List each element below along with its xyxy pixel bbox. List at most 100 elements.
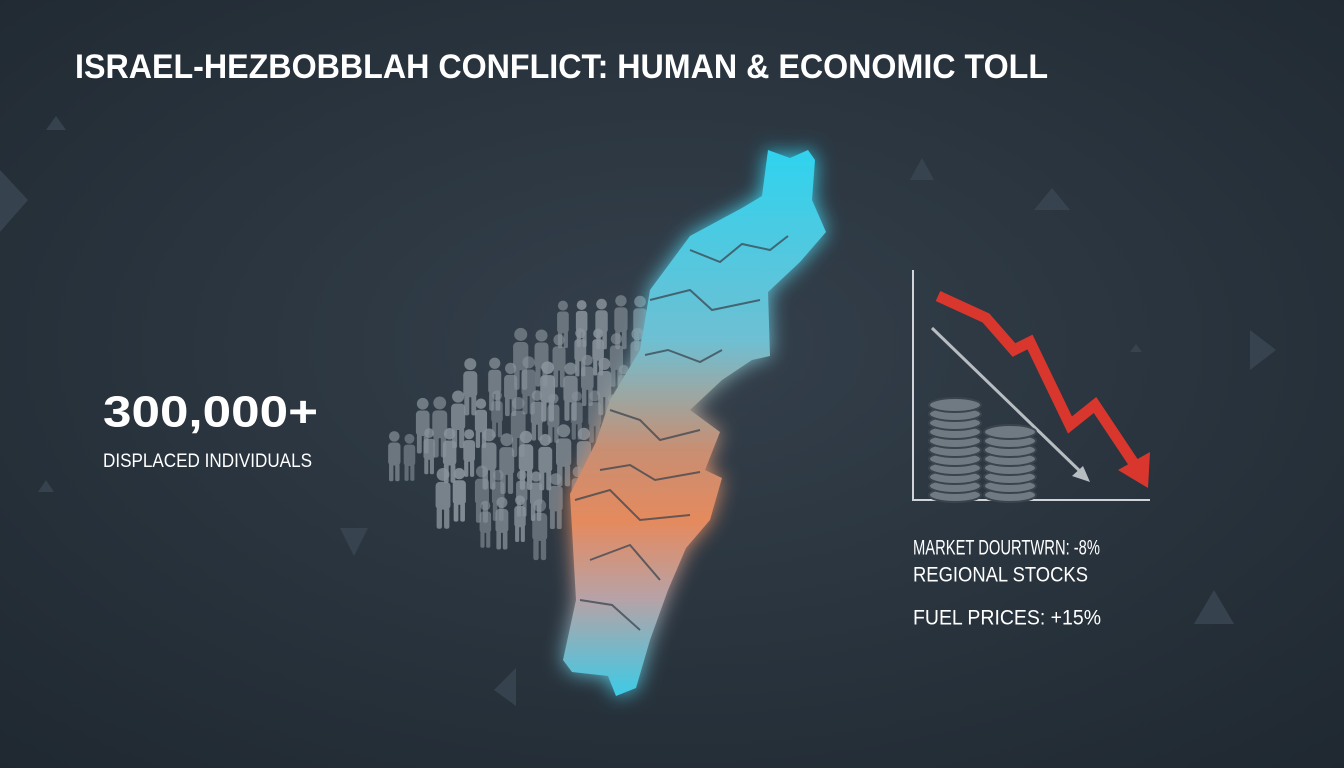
person-leg — [515, 525, 520, 543]
person-body — [574, 339, 587, 362]
person-body — [474, 478, 489, 505]
person-body — [514, 506, 526, 528]
map-region — [563, 150, 826, 696]
person — [552, 334, 566, 388]
person-head — [577, 427, 591, 441]
person-leg — [416, 433, 422, 454]
person-body — [510, 410, 526, 439]
person-leg — [621, 330, 627, 350]
person-head — [530, 471, 542, 482]
coin — [928, 397, 982, 413]
person-head — [433, 396, 447, 410]
person-head — [482, 428, 496, 442]
person-body — [575, 310, 588, 333]
person-body — [442, 440, 457, 466]
person — [463, 429, 476, 477]
person-head — [489, 357, 501, 369]
person-leg — [389, 463, 394, 482]
person-body — [532, 513, 548, 541]
person-head — [389, 431, 400, 442]
person-leg — [429, 458, 434, 475]
person-body — [592, 339, 604, 361]
person — [588, 390, 602, 443]
person-head — [522, 356, 535, 369]
person-head — [589, 390, 601, 402]
person-head — [549, 473, 562, 485]
person-head — [500, 433, 514, 447]
person-head — [452, 390, 465, 403]
market-line: MARKET DOURTWRN: -8% — [913, 537, 1100, 560]
person-head — [634, 295, 646, 308]
person-leg — [581, 388, 587, 406]
person-leg — [564, 464, 571, 487]
person-head — [541, 361, 554, 375]
person-body — [595, 310, 608, 334]
person-head — [593, 328, 604, 339]
person-leg — [531, 422, 537, 441]
person-body — [518, 444, 534, 472]
person-leg — [480, 531, 485, 548]
person — [388, 431, 401, 482]
person — [592, 328, 604, 376]
person-head — [631, 327, 644, 341]
person-leg — [571, 422, 576, 440]
person — [548, 473, 563, 530]
person-leg — [533, 538, 539, 561]
person-body — [552, 346, 566, 371]
person-head — [492, 469, 504, 481]
person-head — [475, 398, 487, 409]
person-head — [516, 470, 527, 481]
person-leg — [564, 400, 570, 421]
person — [530, 390, 544, 441]
displaced-figure: 300,000+ — [103, 388, 318, 437]
person-body — [588, 402, 602, 427]
title: ISRAEL-HEZBOBBLAH CONFLICT: HUMAN & ECON… — [75, 48, 1048, 86]
person-body — [423, 438, 435, 460]
person — [403, 433, 416, 481]
map-cracks — [574, 235, 789, 631]
person-leg — [453, 502, 459, 522]
person-head — [615, 295, 627, 307]
person-leg — [404, 464, 409, 481]
person-body — [547, 404, 560, 428]
person-head — [535, 329, 548, 342]
coin — [983, 424, 1037, 440]
person-head — [557, 300, 568, 311]
person-head — [443, 428, 456, 440]
person — [435, 468, 451, 529]
fuel-line: FUEL PRICES: +15% — [913, 607, 1101, 630]
person-head — [557, 424, 571, 438]
person-body — [403, 444, 416, 467]
person — [538, 433, 553, 491]
person-leg — [459, 427, 465, 449]
person-leg — [470, 460, 475, 477]
person-head — [496, 496, 508, 509]
person — [547, 393, 560, 443]
person-head — [453, 468, 465, 480]
person-leg — [460, 502, 465, 522]
person-leg — [486, 531, 491, 548]
person-body — [530, 401, 544, 425]
person-body — [570, 402, 583, 425]
displaced-label: DISPLACED INDIVIDUALS — [103, 451, 312, 472]
decline-arrow — [935, 291, 1140, 469]
person-body — [388, 442, 401, 466]
person-body — [499, 447, 515, 475]
person-leg — [546, 470, 552, 491]
person-head — [575, 328, 586, 339]
person-leg — [410, 464, 415, 481]
person-leg — [475, 430, 481, 449]
person — [495, 496, 509, 550]
person-head — [505, 362, 517, 374]
person-leg — [549, 509, 555, 530]
person-body — [474, 409, 488, 433]
person-leg — [535, 366, 541, 387]
person — [452, 468, 466, 522]
person-body — [614, 307, 628, 333]
person-body — [435, 481, 451, 510]
person-body — [463, 371, 478, 398]
market-subline: REGIONAL STOCKS — [913, 564, 1088, 587]
person-leg — [593, 359, 598, 376]
